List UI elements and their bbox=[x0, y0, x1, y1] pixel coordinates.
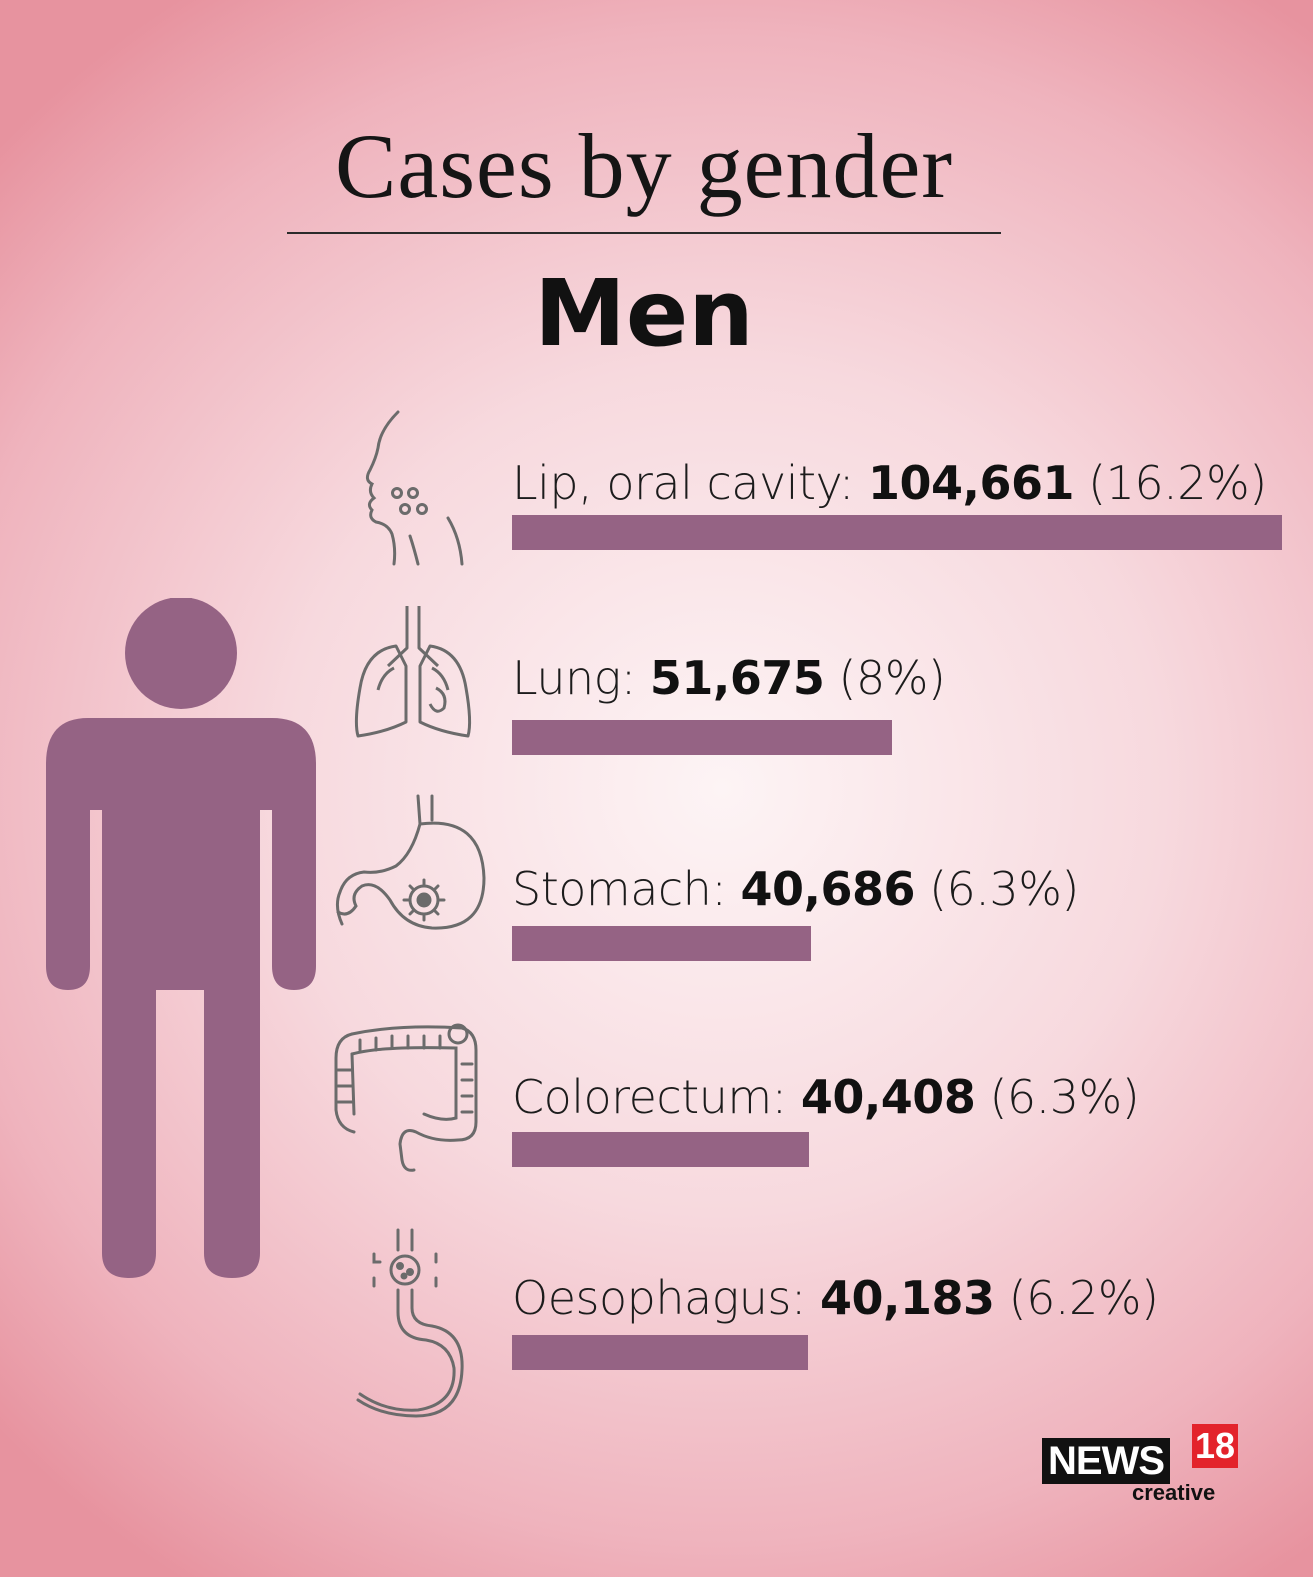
value-label: 40,183 bbox=[820, 1271, 995, 1325]
colon-icon bbox=[334, 1023, 478, 1172]
percent-label: (6.3%) bbox=[929, 862, 1079, 916]
row-label: Lip, oral cavity: 104,661 (16.2%) bbox=[512, 456, 1267, 510]
logo-number: 18 bbox=[1192, 1424, 1238, 1468]
chart-title: Cases by gender bbox=[335, 115, 953, 217]
chart-subtitle: Men bbox=[534, 260, 754, 367]
mouth-icon bbox=[365, 410, 464, 566]
lungs-icon bbox=[354, 606, 472, 738]
stomach-icon bbox=[335, 794, 486, 930]
logo-brand: NEWS bbox=[1042, 1438, 1170, 1484]
bar bbox=[512, 720, 892, 755]
bar bbox=[512, 1132, 809, 1167]
row-label: Oesophagus: 40,183 (6.2%) bbox=[512, 1271, 1159, 1325]
row-label: Lung: 51,675 (8%) bbox=[512, 651, 946, 705]
oesophagus-icon bbox=[356, 1228, 464, 1418]
percent-label: (16.2%) bbox=[1088, 456, 1267, 510]
bar bbox=[512, 515, 1282, 550]
value-label: 40,686 bbox=[740, 862, 915, 916]
value-label: 104,661 bbox=[868, 456, 1075, 510]
value-label: 40,408 bbox=[800, 1070, 976, 1124]
percent-label: (6.2%) bbox=[1008, 1271, 1159, 1325]
percent-label: (6.3%) bbox=[989, 1070, 1140, 1124]
news18-logo: NEWS 18 creative bbox=[1042, 1424, 1242, 1504]
row-label: Colorectum: 40,408 (6.3%) bbox=[512, 1070, 1140, 1124]
bar bbox=[512, 1335, 808, 1370]
value-label: 51,675 bbox=[649, 651, 825, 705]
row-label: Stomach: 40,686 (6.3%) bbox=[512, 862, 1079, 916]
percent-label: (8%) bbox=[838, 651, 946, 705]
logo-tagline: creative bbox=[1132, 1480, 1216, 1505]
bar bbox=[512, 926, 811, 961]
man-figure-icon bbox=[46, 598, 316, 1278]
title-underline bbox=[287, 232, 1001, 234]
